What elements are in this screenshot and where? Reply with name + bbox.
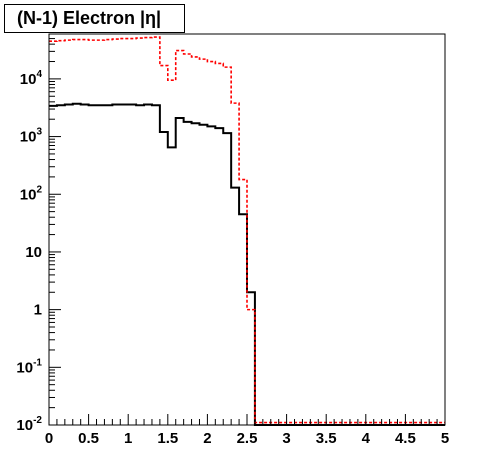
x-tick-label: 2.5 xyxy=(237,430,258,447)
series-layer xyxy=(49,36,445,426)
x-tick-label: 1 xyxy=(124,430,132,447)
x-tick-label: 0.5 xyxy=(78,430,99,447)
x-tick-label: 4 xyxy=(362,430,371,447)
tick-labels-layer: 0 0.5 1 1.5 2 2.5 3 3.5 4 4.5 5 10-2 10-1 1 10 102 103 10… xyxy=(16,69,449,447)
y-tick-label: 103 xyxy=(20,127,43,146)
y-tick-label: 104 xyxy=(20,69,43,88)
y-tick-label: 102 xyxy=(20,184,43,203)
chart-title: (N-1) Electron |η| xyxy=(4,4,185,33)
series-line-1 xyxy=(49,36,445,424)
x-tick-label: 1.5 xyxy=(157,430,178,447)
x-tick-label: 5 xyxy=(441,430,449,447)
x-tick-label: 4.5 xyxy=(395,430,416,447)
y-tick-label: 10 xyxy=(25,244,42,261)
x-tick-label: 0 xyxy=(45,430,53,447)
series-line-0 xyxy=(49,102,445,426)
x-tick-label: 2 xyxy=(203,430,211,447)
y-tick-label: 10-1 xyxy=(16,357,42,376)
x-tick-label: 3.5 xyxy=(316,430,337,447)
y-tick-label: 1 xyxy=(34,302,42,319)
y-tick-label: 10-2 xyxy=(16,415,42,434)
x-tick-label: 3 xyxy=(282,430,290,447)
ticks-layer xyxy=(48,33,446,426)
